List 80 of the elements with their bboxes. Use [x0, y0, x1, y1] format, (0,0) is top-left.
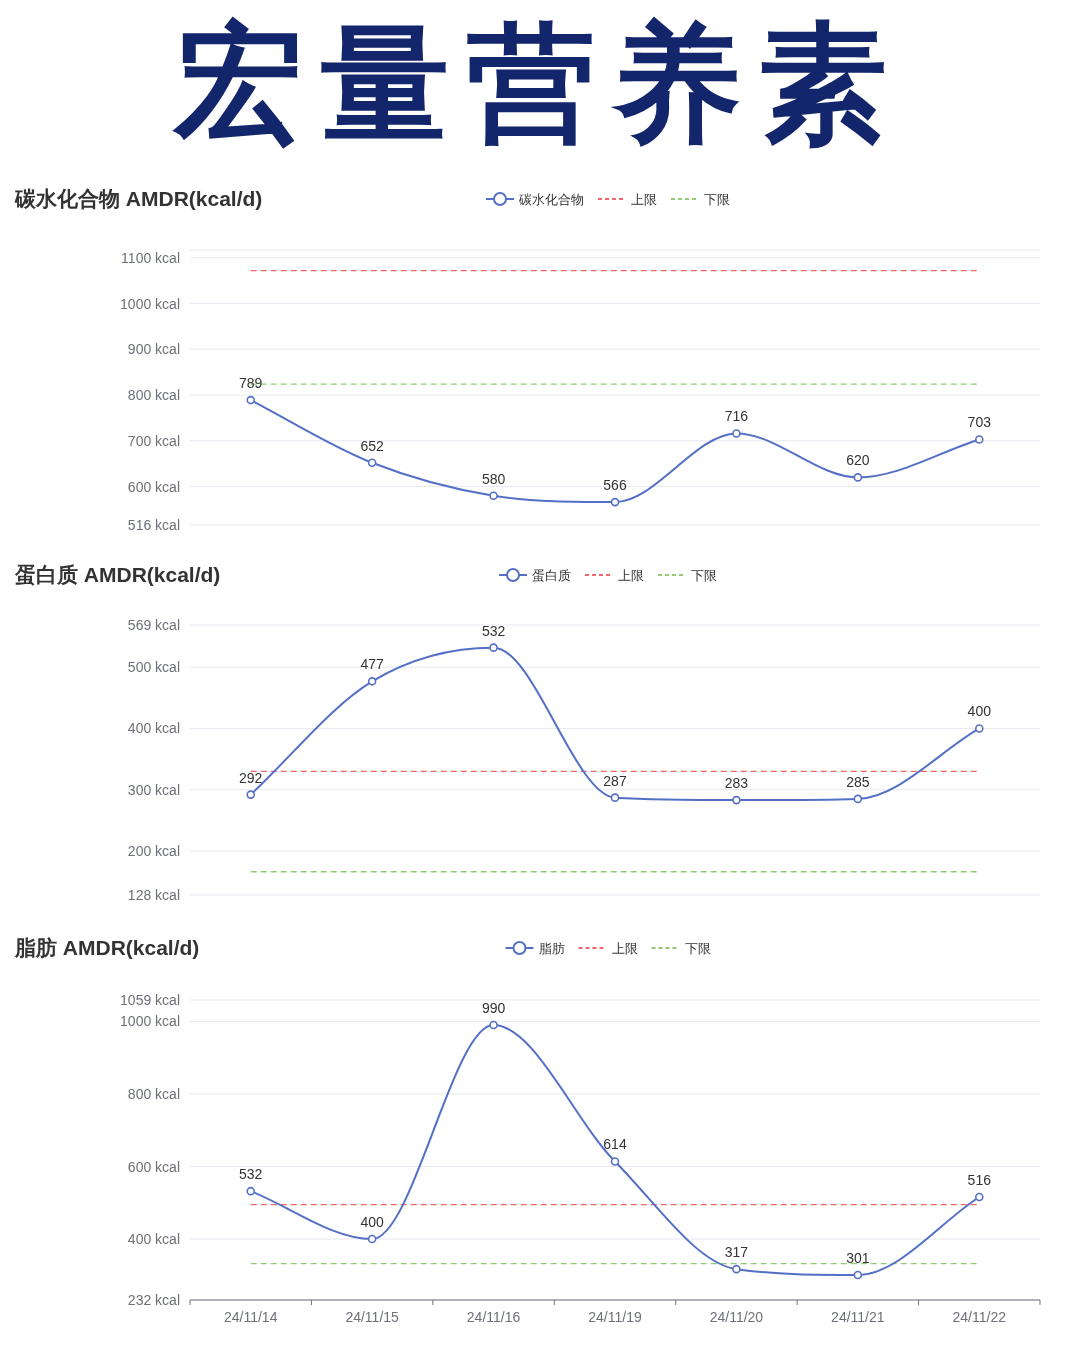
chart-title: 碳水化合物 AMDR(kcal/d): [14, 187, 263, 210]
point: [974, 724, 984, 733]
data-label: 789: [239, 375, 263, 392]
y-tick-label: 516 kcal: [127, 517, 180, 533]
data-label: 532: [481, 622, 506, 639]
y-tick-label: 1059 kcal: [120, 992, 180, 1008]
point: [610, 497, 620, 507]
data-label: 301: [846, 1249, 870, 1266]
point: [974, 1192, 984, 1202]
y-tick-label: 400 kcal: [127, 720, 180, 737]
legend-label: 下限: [684, 941, 711, 956]
data-label: 990: [481, 1000, 506, 1017]
y-tick-label: 232 kcal: [127, 1292, 180, 1308]
y-tick-label: 800 kcal: [127, 1085, 180, 1102]
point: [246, 395, 256, 405]
legend-label: 上限: [631, 192, 657, 207]
y-tick-label: 700 kcal: [127, 432, 180, 449]
data-label: 292: [239, 769, 263, 786]
legend-label: 上限: [618, 568, 644, 583]
data-label: 532: [239, 1166, 263, 1183]
point: [732, 1264, 741, 1274]
x-tick-label: 24/11/21: [831, 1309, 885, 1325]
y-tick-label: 800 kcal: [127, 387, 180, 404]
chart-title: 脂肪 AMDR(kcal/d): [14, 936, 200, 959]
x-tick-label: 24/11/19: [588, 1309, 642, 1325]
data-label: 477: [360, 656, 385, 673]
data-label: 614: [603, 1136, 627, 1153]
data-label: 580: [481, 470, 506, 487]
y-tick-label: 900 kcal: [127, 341, 180, 358]
y-tick-label: 128 kcal: [127, 887, 180, 903]
data-label: 287: [603, 772, 627, 789]
data-label: 516: [967, 1171, 992, 1188]
legend-label: 下限: [704, 192, 730, 207]
y-tick-label: 600 kcal: [127, 478, 180, 495]
y-tick-label: 200 kcal: [127, 842, 180, 859]
y-tick-label: 1100 kcal: [121, 249, 180, 266]
y-tick-label: 500 kcal: [127, 659, 180, 676]
x-tick-label: 24/11/15: [345, 1309, 400, 1325]
data-label: 400: [360, 1214, 385, 1231]
point: [732, 429, 741, 438]
point: [853, 794, 863, 804]
point: [367, 677, 377, 686]
y-tick-label: 300 kcal: [127, 781, 180, 798]
y-tick-label: 1000 kcal: [120, 1013, 180, 1030]
data-label: 703: [967, 414, 992, 431]
y-tick-label: 569 kcal: [127, 617, 180, 633]
y-tick-label: 600 kcal: [127, 1158, 180, 1175]
x-tick-label: 24/11/16: [466, 1309, 521, 1325]
x-tick-label: 24/11/20: [709, 1309, 764, 1325]
legend-label: 上限: [611, 941, 638, 956]
point: [732, 795, 741, 805]
x-tick-label: 24/11/22: [952, 1309, 1007, 1325]
legend-label: 碳水化合物: [518, 192, 584, 207]
point: [489, 1020, 498, 1030]
legend-label: 下限: [691, 568, 717, 583]
point: [367, 1234, 377, 1244]
data-label: 317: [724, 1244, 749, 1261]
data-label: 285: [846, 773, 870, 790]
legend-label: 蛋白质: [532, 568, 571, 583]
data-label: 283: [724, 775, 749, 792]
point: [974, 435, 984, 444]
y-tick-label: 400 kcal: [127, 1231, 180, 1248]
point: [853, 473, 863, 482]
chart-title: 蛋白质 AMDR(kcal/d): [14, 563, 221, 586]
data-label: 400: [967, 703, 992, 720]
point: [853, 1270, 863, 1280]
point: [489, 643, 498, 652]
point: [246, 1186, 256, 1196]
data-label: 566: [603, 477, 627, 494]
x-tick-label: 24/11/14: [223, 1309, 278, 1325]
data-label: 716: [724, 408, 749, 425]
data-label: 652: [360, 437, 385, 454]
point: [246, 790, 256, 799]
data-label: 620: [846, 452, 870, 469]
point: [367, 458, 377, 468]
legend-label: 脂肪: [538, 941, 565, 956]
point: [489, 491, 498, 501]
point: [610, 1157, 620, 1166]
y-tick-label: 1000 kcal: [120, 295, 180, 312]
point: [610, 793, 620, 802]
